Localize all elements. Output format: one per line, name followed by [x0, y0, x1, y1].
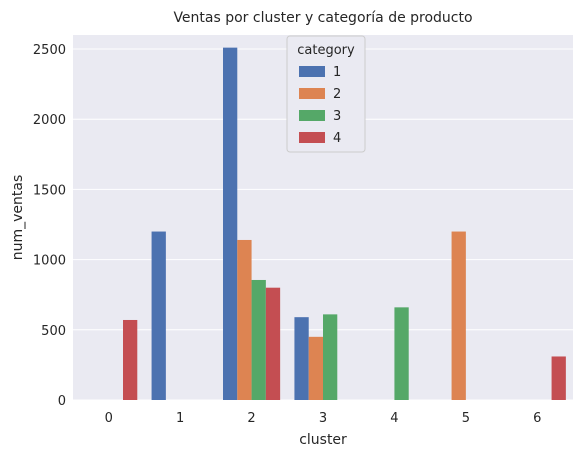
- y-tick-label: 2000: [33, 113, 66, 128]
- y-tick-label: 500: [41, 324, 66, 339]
- y-tick-label: 1500: [33, 183, 66, 198]
- bar-series-3-cluster-2: [251, 279, 266, 400]
- y-tick-labels: 0 500 1000 1500 2000 2500: [33, 43, 66, 409]
- x-tick-label: 2: [247, 411, 255, 426]
- bar-series-4-cluster-6: [551, 356, 566, 400]
- x-tick-label: 6: [533, 411, 541, 426]
- bars: [123, 47, 566, 401]
- legend-title: category: [297, 43, 355, 58]
- x-tick-labels: 0 1 2 3 4 5 6: [105, 411, 542, 426]
- y-axis-label: num_ventas: [10, 175, 26, 261]
- legend-box: [286, 35, 366, 153]
- x-tick-label: 1: [176, 411, 184, 426]
- x-tick-label: 5: [462, 411, 470, 426]
- chart-title: Ventas por cluster y categoría de produc…: [173, 10, 472, 26]
- legend-label-2: 2: [333, 87, 341, 102]
- bar-series-2-cluster-2: [237, 239, 252, 400]
- legend-label-1: 1: [333, 65, 341, 80]
- legend-swatch-2: [299, 88, 325, 99]
- bar-series-1-cluster-1: [151, 231, 166, 400]
- y-tick-label: 1000: [33, 254, 66, 269]
- x-tick-label: 0: [105, 411, 113, 426]
- legend-items: 1 2 3 4: [299, 65, 341, 146]
- legend-label-3: 3: [333, 109, 341, 124]
- y-tick-label: 2500: [33, 43, 66, 58]
- legend-swatch-1: [299, 66, 325, 77]
- bar-series-1-cluster-2: [223, 47, 238, 401]
- x-tick-label: 3: [319, 411, 327, 426]
- bar-series-3-cluster-4: [394, 307, 409, 400]
- bar-series-2-cluster-5: [451, 231, 466, 400]
- legend: category 1 2 3 4: [286, 35, 366, 153]
- bar-series-2-cluster-3: [308, 336, 323, 400]
- x-axis-label: cluster: [299, 432, 347, 448]
- bar-series-4-cluster-2: [265, 287, 281, 400]
- bar-series-3-cluster-3: [323, 314, 338, 400]
- legend-label-4: 4: [333, 131, 341, 146]
- legend-swatch-4: [299, 132, 325, 143]
- bar-series-1-cluster-3: [294, 317, 309, 400]
- x-tick-label: 4: [390, 411, 398, 426]
- bar-series-4-cluster-0: [123, 319, 138, 400]
- y-tick-label: 0: [58, 394, 66, 409]
- legend-swatch-3: [299, 110, 325, 121]
